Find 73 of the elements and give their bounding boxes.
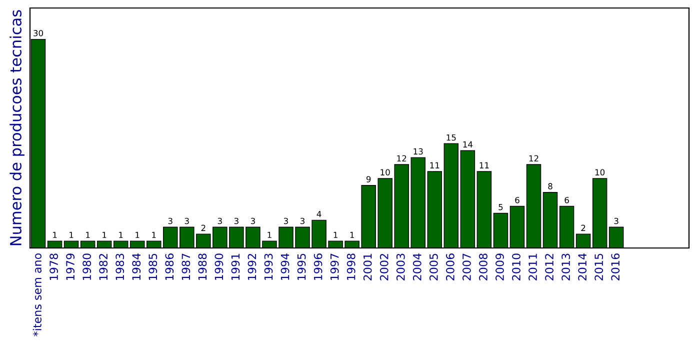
data-label: 3 <box>250 218 255 224</box>
x-tick-label: 1990 <box>214 254 224 280</box>
data-label: 9 <box>366 176 371 182</box>
x-tick-label: 1992 <box>248 254 256 280</box>
data-label: 3 <box>234 218 238 224</box>
x-tick-label: 2011 <box>528 254 537 280</box>
x-tick-label: 2005 <box>429 254 438 280</box>
data-label: 3 <box>218 218 222 224</box>
data-label: 10 <box>595 169 605 176</box>
data-label: 11 <box>480 162 489 168</box>
x-tick-label: 2013 <box>562 254 570 280</box>
data-label: 1 <box>334 232 338 238</box>
data-label: 1 <box>102 232 106 238</box>
data-label: 11 <box>430 162 440 168</box>
x-tick-label: 2016 <box>611 254 620 280</box>
x-tick-label: 1995 <box>297 254 306 280</box>
x-tick-label: 1987 <box>182 254 190 280</box>
data-label: 30 <box>34 30 44 36</box>
data-label: 13 <box>414 148 423 155</box>
x-tick-label: 1991 <box>231 254 240 280</box>
x-tick-label: 2004 <box>412 253 422 280</box>
data-label: 2 <box>581 224 586 231</box>
x-tick-label: 2003 <box>396 254 405 280</box>
data-label: 1 <box>53 232 57 238</box>
data-label: 1 <box>268 232 272 238</box>
x-tick-label: 2015 <box>594 254 604 280</box>
x-tick-label: 1982 <box>99 254 108 280</box>
data-label: 1 <box>119 232 123 238</box>
data-label: 1 <box>70 232 74 238</box>
data-label: 14 <box>463 141 473 148</box>
x-tick-label: 2002 <box>380 254 388 280</box>
x-tick-label: 2007 <box>462 254 471 280</box>
x-tick-label: 1978 <box>50 254 58 280</box>
data-label: 2 <box>201 224 206 231</box>
x-tick-label: 2008 <box>479 254 488 280</box>
data-label: 6 <box>515 196 520 204</box>
x-tick-label: 1994 <box>280 253 290 280</box>
data-label: 8 <box>548 183 552 190</box>
y-axis-title: Numero de producoes tecnicas <box>10 10 24 246</box>
x-tick-label: 2009 <box>496 254 504 280</box>
x-tick-label: 2014 <box>578 253 587 280</box>
x-tick-label: *itens sem ano <box>32 253 42 336</box>
data-label: 12 <box>397 155 406 162</box>
data-label: 4 <box>316 210 322 218</box>
data-label: 3 <box>614 218 618 224</box>
x-tick-label: 1985 <box>148 254 158 280</box>
x-tick-label: 1980 <box>82 254 92 280</box>
data-label: 1 <box>86 232 90 238</box>
data-label: 12 <box>529 155 538 162</box>
x-tick-label: 1998 <box>346 254 356 280</box>
x-tick-label: 2001 <box>363 254 372 280</box>
x-tick-label: 1983 <box>116 254 124 280</box>
x-tick-label: 1984 <box>132 253 141 280</box>
data-label: 10 <box>380 169 390 176</box>
data-label: 1 <box>152 232 156 238</box>
data-label: 1 <box>136 232 140 238</box>
x-tick-label: 1996 <box>314 254 322 280</box>
data-label: 15 <box>446 134 456 141</box>
x-tick-label: 1988 <box>198 254 207 280</box>
x-tick-label: 1997 <box>330 254 339 280</box>
data-label: 5 <box>498 204 503 210</box>
x-tick-label: 2006 <box>446 254 454 280</box>
data-label: 3 <box>168 218 172 224</box>
data-label: 3 <box>184 218 189 224</box>
data-label: 3 <box>300 218 304 224</box>
data-label: 3 <box>284 218 288 224</box>
data-label: 1 <box>350 232 354 238</box>
x-tick-label: 2012 <box>545 254 554 280</box>
data-label: 6 <box>564 196 569 204</box>
x-tick-label: 1979 <box>66 254 75 280</box>
x-tick-label: 1993 <box>264 254 273 280</box>
x-tick-label: 2010 <box>512 254 520 280</box>
x-tick-label: 1986 <box>165 254 174 280</box>
